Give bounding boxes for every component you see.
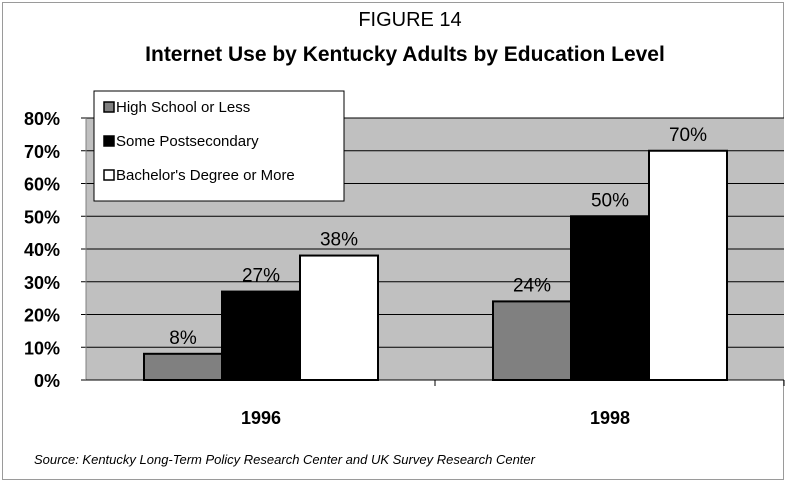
legend-entry: Bachelor's Degree or More bbox=[116, 167, 295, 184]
figure-label: FIGURE 14 bbox=[358, 9, 461, 31]
legend-swatch bbox=[103, 169, 115, 181]
legend-swatch bbox=[103, 101, 115, 113]
data-label: 50% bbox=[591, 190, 629, 211]
chart-title: Internet Use by Kentucky Adults by Educa… bbox=[145, 43, 665, 66]
legend-box bbox=[93, 90, 345, 202]
data-label: 8% bbox=[169, 328, 197, 349]
y-tick-label: 80% bbox=[24, 109, 60, 129]
x-category-label: 1998 bbox=[590, 408, 630, 428]
bar bbox=[648, 149, 728, 381]
bar bbox=[221, 290, 301, 382]
bar bbox=[570, 215, 650, 381]
data-label: 38% bbox=[320, 230, 358, 251]
source-note: Source: Kentucky Long-Term Policy Resear… bbox=[34, 452, 536, 467]
legend-entry: High School or Less bbox=[116, 99, 250, 116]
legend: High School or Less Some Postsecondary Bac… bbox=[93, 90, 345, 202]
data-label: 24% bbox=[513, 275, 551, 296]
bar bbox=[299, 254, 379, 381]
x-category-label: 1996 bbox=[241, 408, 281, 428]
y-tick-label: 70% bbox=[24, 142, 60, 162]
legend-entry: Some Postsecondary bbox=[116, 133, 259, 150]
y-tick-label: 0% bbox=[34, 371, 60, 391]
y-tick-label: 50% bbox=[24, 207, 60, 227]
data-label: 27% bbox=[242, 266, 280, 287]
data-label: 70% bbox=[669, 125, 707, 146]
y-tick-label: 30% bbox=[24, 273, 60, 293]
bar bbox=[143, 352, 223, 381]
legend-swatch bbox=[103, 135, 115, 147]
y-tick-label: 60% bbox=[24, 175, 60, 195]
y-tick-label: 10% bbox=[24, 338, 60, 358]
y-tick-label: 20% bbox=[24, 306, 60, 326]
bar bbox=[492, 300, 572, 381]
y-tick-label: 40% bbox=[24, 240, 60, 260]
